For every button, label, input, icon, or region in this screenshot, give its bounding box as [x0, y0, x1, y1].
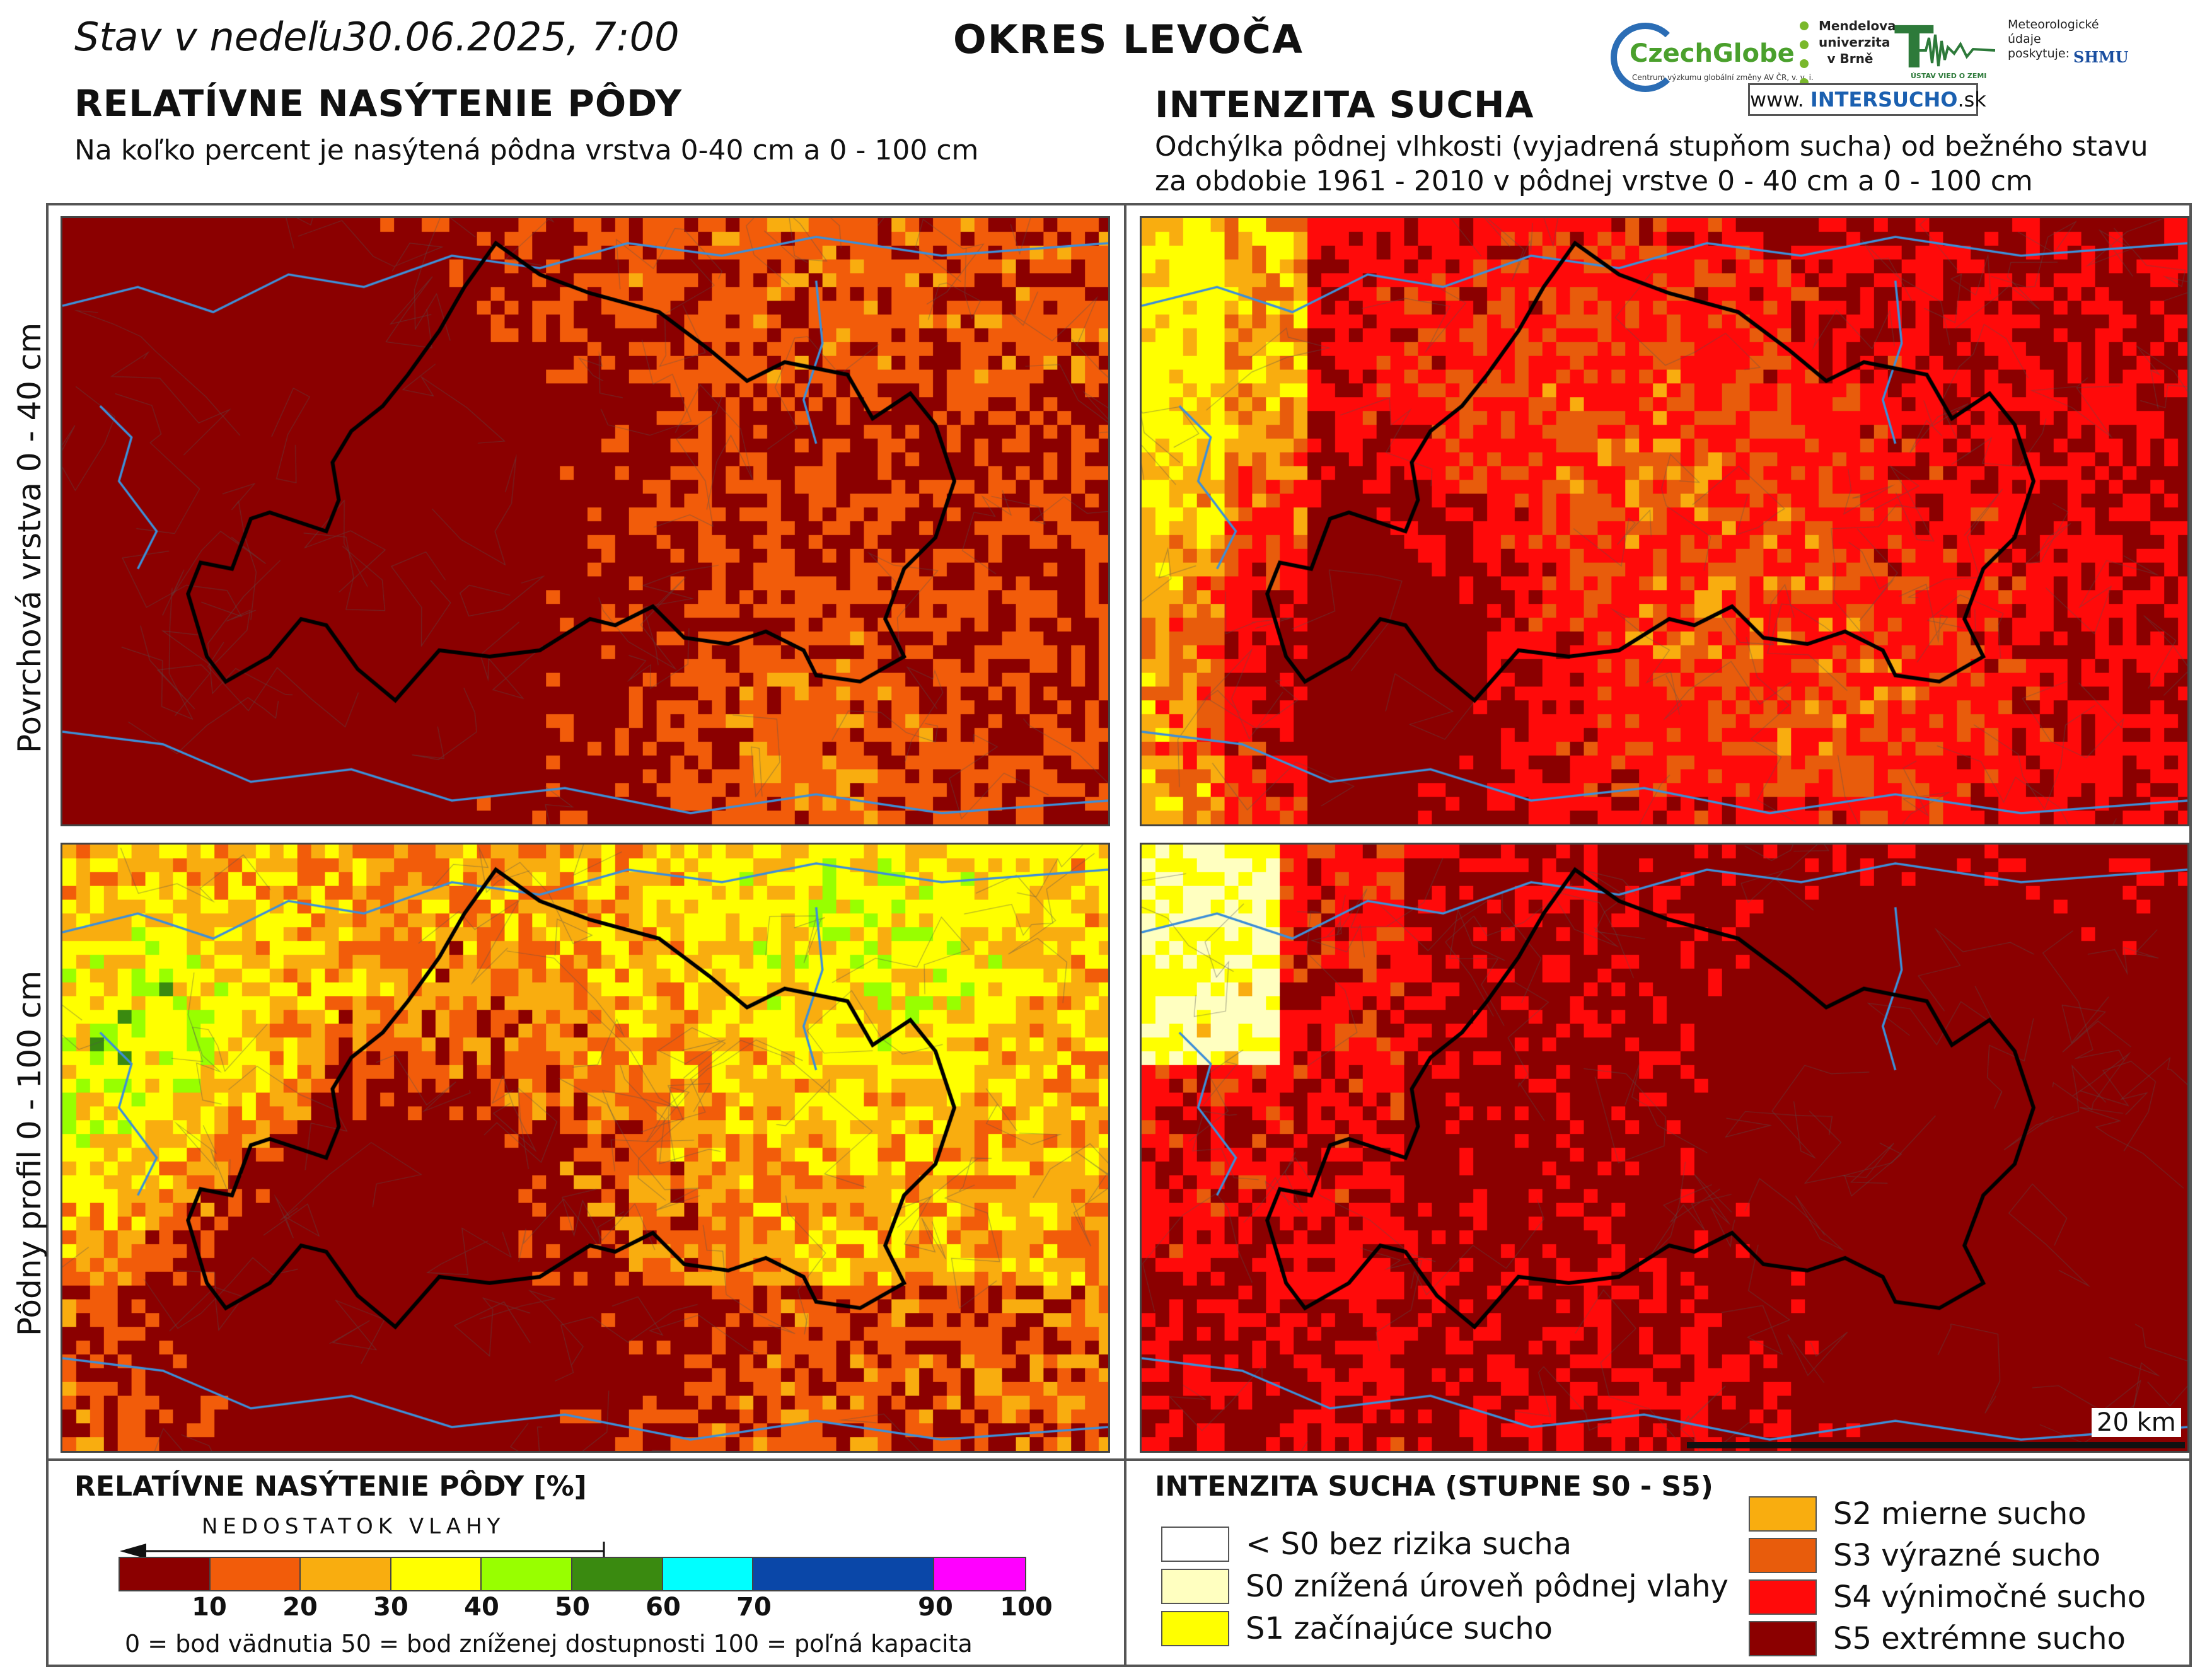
- colorbar-tick-label: 10: [192, 1593, 227, 1622]
- drought-legend-swatch: [1749, 1579, 1817, 1615]
- intersucho-link[interactable]: www. INTERSUCHO.sk: [1748, 83, 1986, 116]
- seismograph-icon: [1920, 34, 1995, 67]
- czechglobe-name: CzechGlobe: [1630, 39, 1795, 68]
- map-saturation-surface[interactable]: [61, 216, 1110, 826]
- drought-legend-label: S2 mierne sucho: [1833, 1496, 2087, 1532]
- drought-legend-label: S1 začínajúce sucho: [1246, 1611, 1553, 1646]
- map-saturation-surface-canvas: [62, 218, 1108, 824]
- drought-legend-swatch: [1749, 1496, 1817, 1532]
- drought-legend-swatch: [1161, 1569, 1229, 1604]
- drought-legend-label: S3 výrazné sucho: [1833, 1538, 2101, 1573]
- colorbar-segment: [572, 1558, 663, 1590]
- drought-legend-label: < S0 bez rizika sucha: [1246, 1527, 1572, 1562]
- colorbar-segment: [482, 1558, 572, 1590]
- report-date: Stav v nedeľu30.06.2025, 7:00: [74, 14, 680, 60]
- colorbar-tick-label: 60: [646, 1593, 681, 1622]
- drought-section-title: INTENZITA SUCHA: [1155, 83, 1534, 126]
- scale-bar: [1687, 1442, 2185, 1448]
- czechglobe-subtitle: Centrum výzkumu globální změny AV ČR, v.…: [1632, 73, 1814, 82]
- drought-legend-item: S3 výrazné sucho: [1749, 1537, 2100, 1574]
- partner-logos: CzechGlobe Centrum výzkumu globální změn…: [1611, 11, 2153, 122]
- drought-legend-swatch: [1161, 1611, 1229, 1646]
- colorbar-segment: [391, 1558, 482, 1590]
- drought-legend-label: S4 výnimočné sucho: [1833, 1579, 2146, 1615]
- map-saturation-profile[interactable]: [61, 843, 1110, 1453]
- colorbar-tick-label: 20: [282, 1593, 318, 1622]
- colorbar-segment: [210, 1558, 301, 1590]
- drought-legend-item: S1 začínajúce sucho: [1161, 1610, 1553, 1648]
- scale-label: 20 km: [2092, 1408, 2181, 1437]
- drought-legend-swatch: [1161, 1527, 1229, 1562]
- saturation-section-title: RELATÍVNE NASÝTENIE PÔDY: [74, 82, 683, 125]
- colorbar-segment: [301, 1558, 391, 1590]
- shmu-logo[interactable]: Meteorologické údaje poskytuje: SHMU: [2008, 18, 2153, 93]
- map-drought-surface-canvas: [1142, 218, 2187, 824]
- map-saturation-profile-canvas: [62, 845, 1108, 1451]
- moisture-deficit-label: NEDOSTATOK VLAHY: [202, 1514, 506, 1539]
- drought-legend-title: INTENZITA SUCHA (STUPNE S0 - S5): [1155, 1470, 1713, 1503]
- ustav-vied-o-zemi-logo[interactable]: T ÚSTAV VIED O ZEMI: [1894, 19, 2001, 95]
- drought-legend-swatch: [1749, 1621, 1817, 1656]
- mendel-university-logo[interactable]: Mendelova univerzita v Brně: [1800, 15, 1896, 97]
- map-frame: [46, 203, 2192, 1667]
- colorbar-segment: [120, 1558, 211, 1590]
- colorbar-segment: [753, 1558, 935, 1590]
- shmu-mark: SHMU: [2073, 48, 2129, 66]
- map-drought-profile[interactable]: [1140, 843, 2189, 1453]
- colorbar-tick-label: 50: [555, 1593, 590, 1622]
- drought-legend-item: S0 znížená úroveň pôdnej vlahy: [1161, 1567, 1728, 1605]
- drought-legend-item: S4 výnimočné sucho: [1749, 1578, 2146, 1616]
- saturation-legend-title: RELATÍVNE NASÝTENIE PÔDY [%]: [74, 1470, 587, 1503]
- map-drought-profile-canvas: [1142, 845, 2187, 1451]
- colorbar-tick-label: 90: [918, 1593, 953, 1622]
- frame-divider-vertical: [1124, 203, 1126, 1667]
- row-label-surface-layer: Povrchová vrstva 0 - 40 cm: [11, 322, 48, 753]
- czechglobe-ring-icon: [1611, 23, 1680, 92]
- drought-legend-item: S5 extrémne sucho: [1749, 1620, 2126, 1658]
- colorbar-tick-label: 40: [464, 1593, 499, 1622]
- row-label-soil-profile: Pôdny profil 0 - 100 cm: [11, 970, 48, 1336]
- ustav-caption: ÚSTAV VIED O ZEMI: [1911, 72, 1987, 80]
- drought-legend-swatch: [1749, 1538, 1817, 1573]
- frame-divider-horizontal: [46, 1458, 2192, 1461]
- drought-legend-label: S0 znížená úroveň pôdnej vlahy: [1246, 1569, 1728, 1604]
- shmu-text: Meteorologické údaje poskytuje:: [2008, 18, 2099, 61]
- colorbar-segment: [934, 1558, 1025, 1590]
- drought-section-subtitle-line1: Odchýlka pôdnej vlhkosti (vyjadrená stup…: [1155, 130, 2148, 163]
- map-drought-surface[interactable]: [1140, 216, 2189, 826]
- saturation-section-subtitle: Na koľko percent je nasýtená pôdna vrstv…: [74, 134, 979, 166]
- colorbar-segment: [663, 1558, 754, 1590]
- colorbar-tick-label: 30: [373, 1593, 408, 1622]
- drought-legend-label: S5 extrémne sucho: [1833, 1621, 2126, 1656]
- colorbar-tick-label: 100: [1000, 1593, 1053, 1622]
- drought-legend-item: S2 mierne sucho: [1749, 1495, 2087, 1533]
- czechglobe-logo[interactable]: CzechGlobe Centrum výzkumu globální změn…: [1611, 19, 1814, 95]
- mendel-university-name: Mendelova univerzita v Brně: [1819, 18, 1896, 66]
- saturation-legend-note: 0 = bod vädnutia 50 = bod zníženej dostu…: [125, 1630, 973, 1658]
- drought-legend-item: < S0 bez rizika sucha: [1161, 1525, 1572, 1563]
- colorbar-tick-label: 70: [736, 1593, 772, 1622]
- drought-section-subtitle-line2: za obdobie 1961 - 2010 v pôdnej vrstve 0…: [1155, 165, 2033, 197]
- district-title: OKRES LEVOČA: [953, 16, 1304, 62]
- saturation-colorbar: [119, 1557, 1026, 1591]
